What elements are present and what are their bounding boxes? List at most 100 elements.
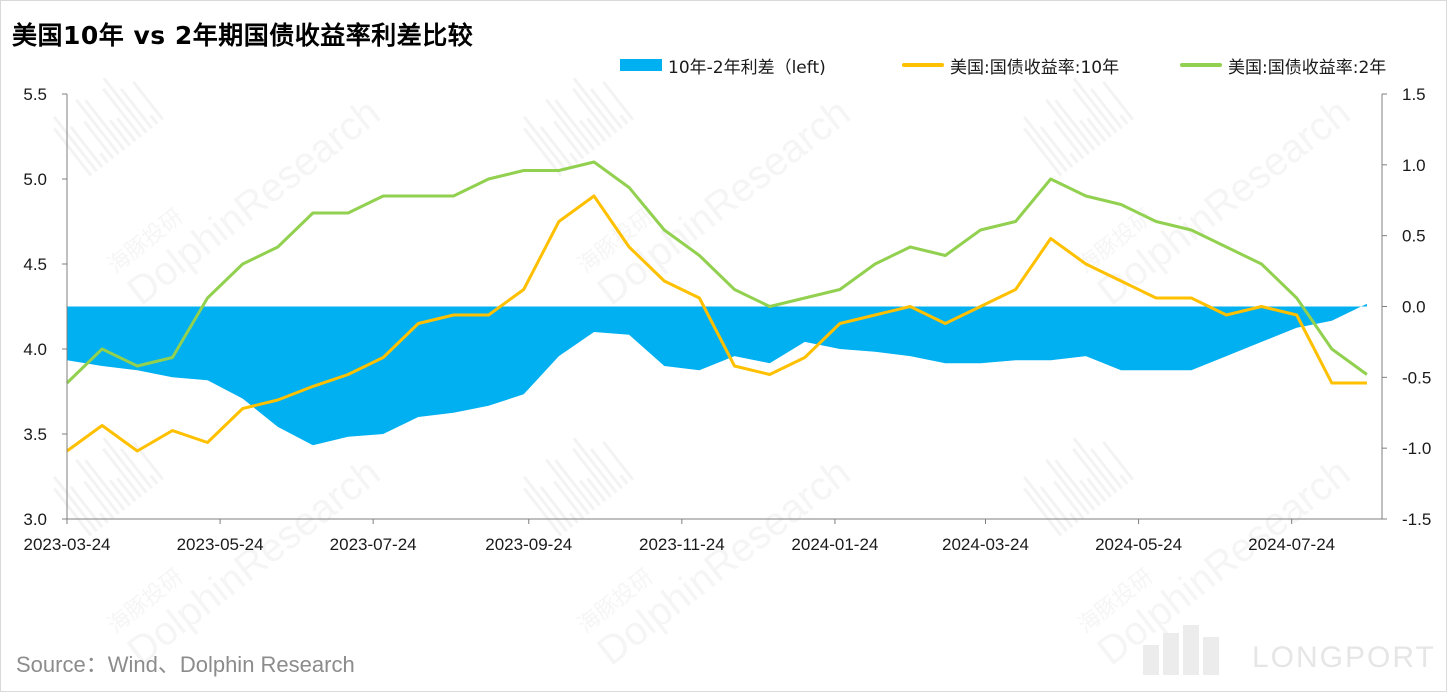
watermark-bar (619, 114, 629, 125)
watermark-bar (1054, 99, 1096, 151)
watermark-bar (1039, 125, 1074, 168)
watermark-bar (1102, 80, 1135, 121)
x-tick-label: 2023-05-24 (177, 535, 264, 554)
watermark-bar (572, 437, 618, 494)
watermark-bar (523, 127, 563, 177)
watermark-bar (1053, 120, 1085, 160)
series-2y-line (65, 160, 1368, 385)
watermark-bar (69, 125, 104, 168)
watermark-bar (1023, 127, 1063, 177)
watermark-bar (1119, 114, 1129, 125)
watermark-bar (116, 477, 137, 503)
longport-wordmark: LONGPORT (1252, 641, 1436, 674)
watermark-bar (1072, 447, 1112, 498)
watermark-bar (108, 119, 131, 147)
watermark-bar (569, 152, 579, 164)
watermark-bar (1086, 117, 1107, 143)
watermark-bar (572, 87, 612, 138)
watermark-en: DolphinResearch (119, 90, 388, 314)
watermark-bar (52, 476, 98, 533)
watermark-bar (108, 479, 131, 507)
watermark-bar (99, 512, 109, 524)
watermark-bar (578, 479, 601, 507)
series-spread-area (67, 303, 1367, 446)
x-tick-label: 2024-01-24 (791, 535, 878, 554)
y-left-tick-label: 4.0 (23, 340, 47, 359)
watermark-bar (572, 77, 618, 134)
watermark-bar (149, 114, 159, 125)
legend-swatch-10y (902, 63, 944, 67)
watermark-bar (589, 87, 623, 130)
watermark-bar (554, 99, 596, 151)
watermark-bar (1069, 152, 1079, 164)
x-tick-label: 2024-03-24 (942, 535, 1029, 554)
watermark-bar (602, 80, 635, 121)
watermark-en: DolphinResearch (119, 450, 388, 674)
y-right-tick-label: -1.5 (1402, 510, 1431, 529)
y-left-tick-label: 5.5 (23, 85, 47, 104)
legend-swatch-2y (1180, 63, 1222, 67)
watermark-bar (1022, 116, 1068, 173)
y-left-tick-label: 5.0 (23, 170, 47, 189)
watermark-bar (619, 474, 629, 485)
watermark-bar (83, 480, 115, 520)
watermark-bar (132, 440, 165, 481)
watermark-bar (75, 98, 120, 156)
legend-label-spread: 10年-2年利差（left) (668, 57, 826, 78)
watermark-bar (102, 87, 142, 138)
watermark-bar (586, 117, 607, 143)
watermark-bar (1072, 87, 1112, 138)
source-note: Source：Wind、Dolphin Research (16, 652, 355, 677)
watermark-bar (1023, 487, 1063, 537)
x-tick-label: 2024-05-24 (1095, 535, 1182, 554)
watermark-bar (99, 152, 109, 164)
watermark-bar (84, 459, 126, 511)
watermark-bar (522, 116, 568, 173)
watermark-bar (1078, 479, 1101, 507)
watermark-bar (116, 117, 137, 143)
watermark-en: DolphinResearch (1089, 90, 1358, 314)
watermark-bar (1022, 476, 1068, 533)
watermark-bar (523, 487, 563, 537)
y-right-tick-label: 0.5 (1402, 227, 1426, 246)
watermark-bar (539, 485, 574, 528)
watermark-bar (1078, 119, 1101, 147)
y-left-tick-label: 4.5 (23, 255, 47, 274)
longport-logo (1143, 625, 1219, 675)
series-layer (65, 160, 1368, 453)
watermark-bar (102, 447, 142, 498)
watermark-bar (149, 474, 159, 485)
watermark-bar (589, 447, 623, 490)
watermark-bar (84, 99, 126, 151)
watermark-bar (572, 447, 612, 498)
legend-label-10y: 美国:国债收益率:10年 (950, 57, 1120, 78)
y-right-tick-label: 1.0 (1402, 156, 1426, 175)
watermark-bar (119, 447, 153, 490)
x-tick-label: 2023-09-24 (485, 535, 572, 554)
y-left-tick-label: 3.0 (23, 510, 47, 529)
legend-label-2y: 美国:国债收益率:2年 (1228, 57, 1387, 78)
watermark-bar (569, 512, 579, 524)
y-right-tick-label: -1.0 (1402, 439, 1431, 458)
watermark-bar (545, 458, 590, 516)
watermark-bar (1072, 437, 1118, 494)
watermark-bar (586, 477, 607, 503)
watermark-bar (553, 480, 585, 520)
watermark-bar (602, 440, 635, 481)
y-right-tick-label: 0.0 (1402, 298, 1426, 317)
watermark-bar (119, 87, 153, 130)
watermark-bar (1072, 77, 1118, 134)
watermark-bar (1054, 459, 1096, 511)
watermark-bar (53, 127, 93, 177)
watermark-bar (522, 476, 568, 533)
axes-layer: 3.0 3.5 4.0 4.5 5.0 5.5 -1.5 -1.0 -0.5 0.0 0.5 1.0 1… (23, 85, 1431, 554)
watermark-bar (1045, 98, 1090, 156)
y-left-tick-label: 3.5 (23, 425, 47, 444)
legend-item-spread: 10年-2年利差（left) (620, 54, 826, 78)
series-10y-line (66, 194, 1367, 453)
watermark-bar (1089, 447, 1123, 490)
